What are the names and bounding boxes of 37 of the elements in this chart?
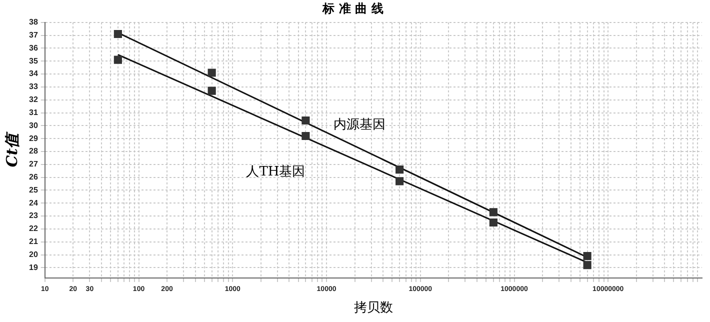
series-label: 人TH基因 xyxy=(246,164,306,180)
x-axis-title: 拷贝数 xyxy=(354,300,393,316)
y-tick-label: 21 xyxy=(28,237,38,246)
y-tick-label: 31 xyxy=(28,108,38,117)
y-tick-label: 20 xyxy=(28,250,38,259)
y-tick-label: 30 xyxy=(28,120,38,130)
point xyxy=(489,208,498,216)
point xyxy=(208,68,216,77)
y-tick-label: 27 xyxy=(28,160,38,169)
y-tick-label: 29 xyxy=(28,134,38,143)
y-tick-label: 24 xyxy=(28,198,38,208)
point xyxy=(583,252,592,260)
y-tick-label: 36 xyxy=(28,43,38,52)
y-axis-title: Ct值 xyxy=(2,131,21,168)
y-tick-label: 37 xyxy=(28,30,38,40)
y-tick-label: 22 xyxy=(28,224,38,234)
y-tick-label: 25 xyxy=(28,185,38,194)
point xyxy=(208,86,216,95)
y-tick-label: 32 xyxy=(28,95,38,104)
point xyxy=(302,116,310,125)
point xyxy=(114,30,122,38)
point xyxy=(114,56,122,64)
y-tick-label: 34 xyxy=(28,69,38,78)
point xyxy=(583,261,592,270)
y-tick-label: 23 xyxy=(28,211,38,220)
y-tick-label: 28 xyxy=(28,146,38,156)
y-tick-label: 19 xyxy=(28,262,38,272)
series-label: 内源基因 xyxy=(334,117,386,132)
point xyxy=(396,177,404,186)
point xyxy=(489,218,498,227)
y-tick-label: 26 xyxy=(28,172,38,182)
point xyxy=(302,132,310,140)
y-tick-label: 35 xyxy=(28,56,38,66)
chart-title: 标 准 曲 线 xyxy=(322,1,384,16)
y-tick-label: 33 xyxy=(28,82,38,92)
y-tick-label: 38 xyxy=(28,18,38,27)
point xyxy=(396,166,404,174)
